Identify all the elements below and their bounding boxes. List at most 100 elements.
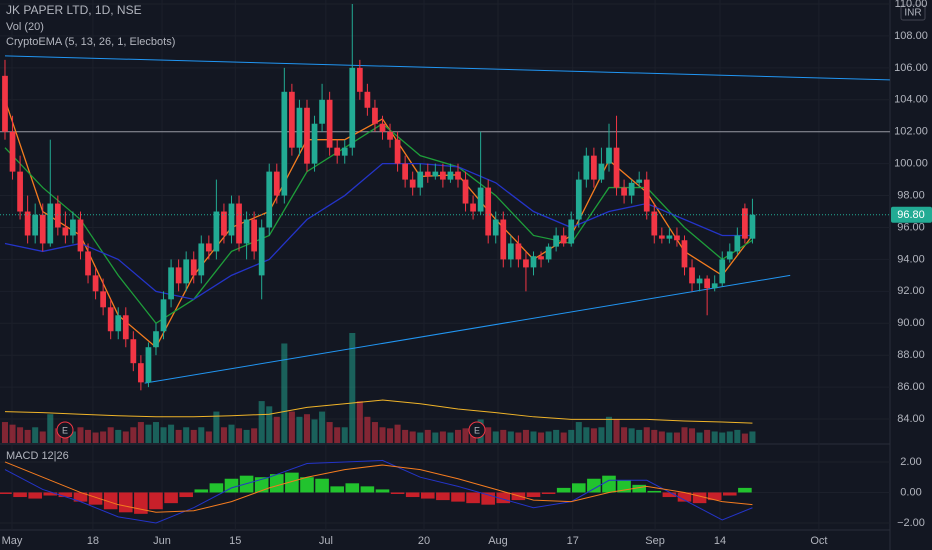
volume-bar — [266, 406, 273, 443]
candle-body — [387, 131, 393, 140]
indicator-label: Vol (20) — [6, 21, 44, 33]
y-tick-label: 108.00 — [894, 30, 928, 42]
svg-text:E: E — [474, 425, 480, 435]
volume-bar — [213, 411, 220, 443]
macd-title: MACD 12|26 — [6, 450, 69, 462]
volume-bar — [545, 431, 552, 443]
volume-bar — [288, 411, 295, 443]
volume-bar — [402, 429, 409, 443]
volume-bar — [500, 429, 507, 443]
macd-histogram-bar — [677, 492, 692, 502]
macd-histogram-bar — [390, 492, 405, 494]
volume-bar — [243, 429, 250, 443]
candle-body — [62, 227, 69, 236]
candle-body — [319, 99, 325, 124]
volume-bar — [39, 431, 46, 443]
candle-body — [326, 99, 333, 148]
candle-body — [553, 235, 560, 247]
volume-bar — [387, 428, 394, 443]
volume-bar — [726, 431, 733, 443]
earnings-icon: E — [468, 421, 486, 439]
macd-histogram-bar — [224, 478, 239, 493]
last-price-tag — [891, 206, 932, 223]
candle-body — [613, 147, 620, 188]
candle-body — [221, 211, 227, 236]
volume-bar — [719, 432, 726, 443]
macd-histogram-bar — [209, 483, 224, 493]
candle-body — [100, 291, 107, 308]
volume-bar — [168, 424, 175, 443]
volume-bar — [115, 429, 122, 443]
candle-body — [440, 171, 446, 180]
x-tick-label: May — [2, 535, 23, 547]
candle-body — [455, 171, 461, 180]
marks — [0, 3, 890, 524]
volume-bar — [220, 427, 227, 443]
macd-histogram-bar — [692, 492, 707, 504]
y-tick-label: 90.00 — [897, 317, 925, 329]
candle-body — [266, 171, 273, 228]
macd-histogram-bar — [103, 492, 118, 510]
x-tick-label: 17 — [567, 535, 579, 547]
volume-bar — [205, 431, 212, 443]
volume-bar — [621, 427, 628, 443]
candle-body — [485, 187, 492, 236]
candle-body — [402, 163, 409, 180]
currency-box — [900, 4, 926, 21]
volume-bar — [447, 432, 454, 443]
volume-bar — [666, 432, 673, 443]
volume-bar — [24, 429, 31, 443]
candle-body — [538, 256, 544, 260]
volume-bar — [409, 431, 416, 443]
candle-body — [130, 339, 137, 364]
volume-bar — [749, 431, 756, 443]
volume-bar — [130, 427, 137, 443]
trend-line — [4, 55, 890, 81]
volume-bar — [47, 414, 54, 443]
candle-body — [175, 267, 182, 284]
volume-bar — [704, 429, 711, 443]
candle-body — [417, 171, 424, 188]
candle-body — [122, 315, 129, 340]
candle-body — [251, 219, 258, 252]
candle-body — [696, 278, 703, 284]
candle-body — [115, 315, 122, 332]
candle-body — [372, 107, 378, 124]
volume-bar — [356, 401, 363, 443]
macd-histogram-bar — [58, 492, 73, 498]
candle-body — [9, 131, 16, 172]
volume-bar — [349, 333, 356, 443]
x-tick-label: Sep — [645, 535, 665, 547]
candle-body — [583, 155, 590, 180]
macd-histogram-bar — [707, 492, 722, 501]
volume-bar — [9, 424, 16, 443]
macd-histogram-bar — [149, 492, 163, 510]
volume-bar — [32, 427, 39, 443]
earnings-icon: E — [56, 421, 74, 439]
volume-bar — [379, 427, 386, 443]
volume-bar — [462, 428, 469, 443]
volume-bar — [734, 429, 741, 443]
volume-bar — [341, 427, 348, 443]
candle-body — [643, 179, 650, 212]
candle-body — [70, 219, 76, 236]
macd-histogram-bar — [722, 492, 737, 496]
x-tick-label: 18 — [87, 535, 99, 547]
candle-body — [2, 75, 8, 132]
volume-bar — [54, 428, 61, 443]
macd-histogram-bar — [300, 477, 314, 493]
volume-bar — [439, 431, 446, 443]
candle-body — [236, 203, 242, 244]
macd-histogram-bar — [541, 492, 556, 494]
candle-body — [606, 147, 612, 164]
macd-histogram-bar — [481, 492, 495, 505]
macd-tick-label: −2.00 — [897, 517, 925, 529]
macd-histogram-bar — [73, 492, 88, 502]
candle-body — [198, 243, 205, 276]
macd-line — [4, 461, 753, 513]
volume-bar — [334, 427, 341, 443]
volume-bar — [583, 427, 590, 443]
candle-body — [447, 171, 454, 180]
macd-histogram-bar — [602, 475, 616, 493]
y-tick-label: 88.00 — [897, 349, 925, 361]
